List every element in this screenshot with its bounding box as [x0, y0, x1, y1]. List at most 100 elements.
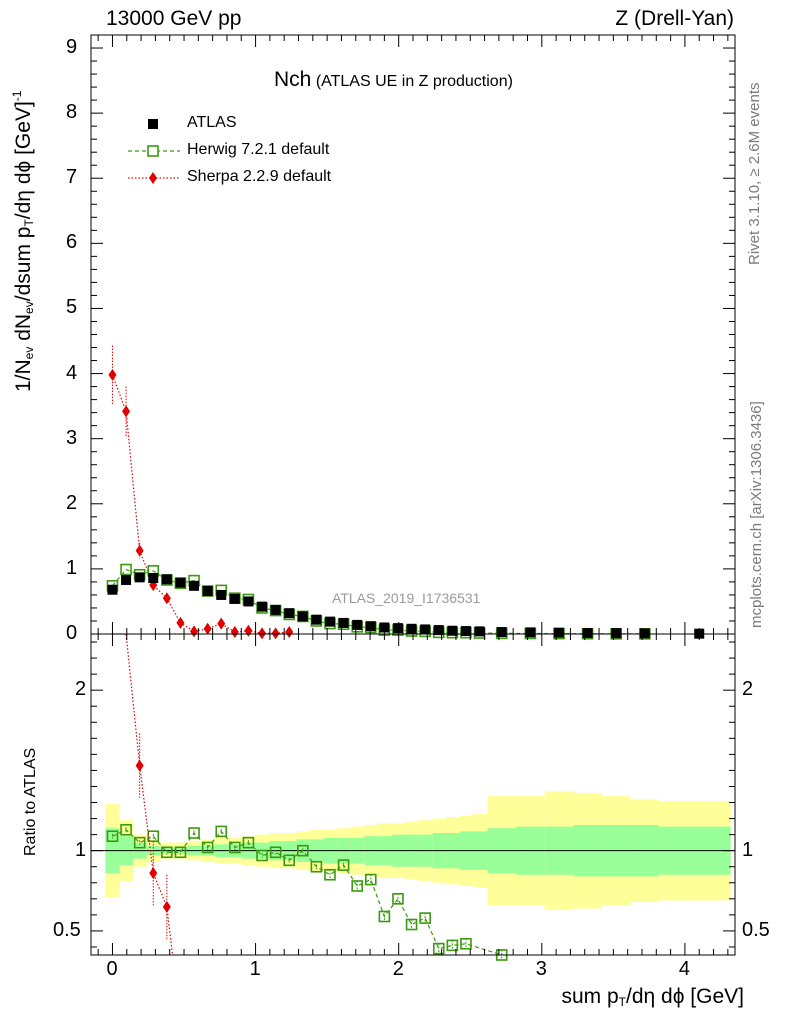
atlas-point [392, 623, 403, 634]
ratio-herwig-point [242, 836, 255, 849]
atlas-point [311, 614, 322, 625]
ratio-y-tick-label-left: 2 [75, 678, 87, 701]
sherpa-point [122, 405, 131, 418]
ratio-herwig-point [120, 824, 132, 836]
main-y-tick-label: 0 [66, 622, 78, 644]
atlas-point [525, 627, 536, 638]
atlas-point [420, 624, 431, 635]
ratio-herwig-point [405, 918, 418, 931]
x-tick-label: 0 [106, 958, 118, 980]
atlas-point [121, 574, 132, 585]
atlas-point [447, 625, 458, 636]
main-y-tick-label: 3 [66, 426, 78, 449]
header-left: 13000 GeV pp [106, 7, 242, 30]
sherpa-point [190, 625, 199, 638]
main-y-tick-label: 4 [66, 361, 78, 384]
herwig-line [112, 568, 645, 635]
ratio-herwig-point [201, 841, 214, 854]
main-y-tick-label: 7 [66, 166, 78, 189]
sherpa-point [244, 624, 253, 637]
atlas-point [284, 608, 295, 619]
ratio-herwig-point [460, 937, 472, 950]
ratio-herwig-point [161, 846, 173, 859]
chart-title: Nch (ATLAS UE in Z production) [274, 68, 513, 92]
main-y-tick-label: 1 [66, 556, 78, 579]
atlas-point [161, 574, 172, 585]
ratio-y-tick-label-right: 2 [742, 678, 754, 701]
main-y-tick-label: 6 [66, 231, 78, 254]
x-tick-label: 2 [392, 958, 404, 980]
legend-label-atlas: ATLAS [187, 114, 237, 131]
sherpa-point [108, 368, 117, 381]
rivet-label: Rivet 3.1.10, ≥ 2.6M events [746, 82, 763, 266]
ratio-y-tick-label-left: 1 [75, 838, 87, 861]
x-tick-label: 3 [535, 958, 547, 980]
ratio-herwig-point [174, 846, 187, 859]
ratio-uncertainty-bands [91, 791, 735, 911]
atlas-point [406, 623, 417, 634]
sherpa-point [176, 616, 185, 629]
ratio-herwig-point [351, 880, 363, 892]
atlas-point [202, 586, 213, 597]
atlas-point [297, 611, 308, 622]
atlas-point [365, 621, 376, 632]
sherpa-point [135, 544, 144, 557]
x-tick-label: 1 [249, 958, 261, 980]
ratio-herwig-point [215, 825, 228, 838]
ratio-herwig-point [283, 854, 296, 867]
atlas-point [257, 601, 268, 612]
legend-marker-herwig [147, 145, 159, 157]
main-y-tick-label: 8 [66, 101, 78, 124]
ratio-y-tick-label-left: 0.5 [53, 918, 81, 941]
mcplots-label: mcplots.cern.ch [arXiv:1306.3436] [748, 401, 765, 628]
axis-ticks [91, 35, 735, 955]
atlas-point [243, 596, 254, 607]
legend-marker-sherpa [149, 172, 157, 184]
main-y-tick-label: 9 [66, 36, 78, 59]
atlas-point [216, 589, 227, 600]
chart-subtitle: (ATLAS UE in Z production) [315, 73, 513, 90]
ratio-herwig-point [256, 849, 268, 862]
legend-markers [128, 119, 180, 184]
ratio-herwig-point [432, 942, 445, 955]
ratio-herwig-point [106, 830, 119, 843]
ratio-y-tick-label-right: 1 [742, 838, 754, 861]
ratio-herwig-point [297, 844, 309, 857]
ratio-herwig-point [337, 859, 350, 871]
atlas-point [433, 625, 444, 636]
atlas-point [460, 626, 471, 637]
ratio-herwig-point [392, 893, 404, 905]
atlas-point [582, 628, 593, 639]
ratio-herwig-line [112, 829, 502, 956]
atlas-point [229, 593, 240, 604]
main-y-tick-label: 2 [66, 491, 78, 514]
sherpa-point [162, 592, 171, 605]
sherpa-point [271, 627, 280, 640]
sherpa-point [203, 622, 212, 635]
main-y-tick-label: 5 [66, 296, 78, 319]
sherpa-point [230, 626, 239, 639]
ratio-sherpa-point [135, 759, 144, 772]
atlas-point [189, 580, 200, 591]
atlas-point [134, 572, 145, 583]
ratio-herwig-point [324, 868, 336, 881]
herwig-point [120, 563, 132, 576]
main-y-axis-label: 1/Nev dNev/dsum pT/dη dϕ [GeV]-1 [10, 90, 36, 392]
ratio-herwig-point [378, 910, 391, 923]
sherpa-point [217, 617, 226, 630]
chart-title-main: Nch [274, 68, 312, 91]
atlas-point [338, 617, 349, 628]
atlas-point [474, 626, 485, 637]
atlas-point [175, 577, 186, 588]
ratio-sherpa-point [162, 900, 171, 913]
sherpa-point [258, 627, 267, 640]
ratio-panel-frame [90, 633, 736, 956]
atlas-point [148, 573, 159, 584]
ratio-herwig-point [269, 846, 282, 859]
legend-marker-atlas [148, 119, 158, 129]
header-right: Z (Drell-Yan) [615, 7, 734, 30]
ratio-panel-data [106, 633, 508, 961]
atlas-point [324, 616, 335, 627]
ratio-y-tick-label-right: 0.5 [742, 918, 770, 941]
